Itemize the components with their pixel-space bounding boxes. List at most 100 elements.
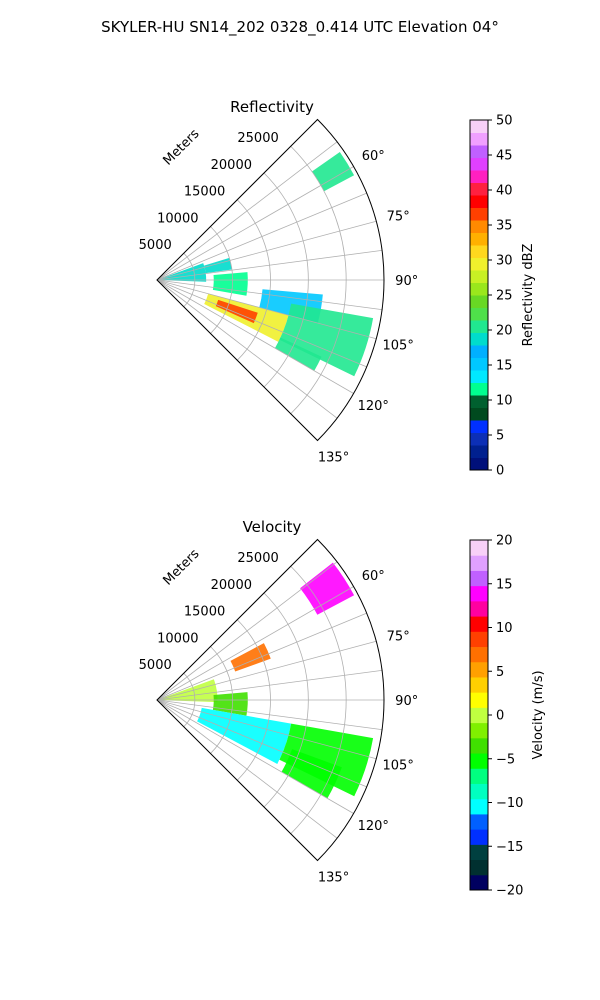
colorbar-swatch	[470, 783, 488, 800]
azimuth-line	[156, 220, 377, 281]
colorbar-swatch	[470, 245, 488, 258]
theta-tick-label: 90°	[395, 274, 418, 289]
colorbar-swatch	[470, 170, 488, 183]
colorbar-tick-label: 20	[496, 324, 513, 339]
azimuth-line	[156, 669, 383, 701]
azimuth-line	[156, 279, 338, 419]
colorbar-swatch	[470, 270, 488, 283]
echo-region	[300, 562, 355, 615]
colorbar-swatch	[470, 432, 488, 446]
colorbar-swatch	[470, 692, 488, 708]
azimuth-line	[156, 699, 338, 839]
azimuth-line	[156, 699, 354, 814]
azimuth-line	[156, 279, 383, 311]
colorbar-tick-label: 50	[496, 114, 513, 129]
azimuth-line	[156, 192, 367, 281]
azimuth-line	[156, 279, 377, 340]
velocity-radial-label: Meters	[161, 546, 203, 588]
colorbar-swatch	[470, 320, 488, 333]
azimuth-line	[156, 586, 354, 701]
range-tick-label: 10000	[157, 631, 198, 646]
azimuth-line	[156, 561, 338, 701]
colorbar-swatch	[470, 145, 488, 158]
azimuth-line	[156, 699, 367, 788]
colorbar-swatch	[470, 829, 488, 845]
theta-tick-label: 135°	[318, 451, 349, 466]
azimuth-line	[156, 279, 367, 368]
colorbar-swatch	[470, 232, 488, 246]
figure-title: SKYLER-HU SN14_202 0328_0.414 UTC Elevat…	[101, 18, 499, 37]
colorbar-swatch	[470, 132, 488, 146]
colorbar-tick-label: −10	[496, 796, 523, 811]
colorbar-tick-label: 30	[496, 254, 513, 269]
range-tick-label: 25000	[237, 131, 278, 146]
colorbar-swatch	[470, 307, 488, 321]
colorbar-swatch	[470, 120, 488, 133]
colorbar-tick-label: 5	[496, 665, 504, 680]
range-tick-label: 5000	[139, 238, 172, 253]
theta-tick-label: 135°	[318, 871, 349, 886]
colorbar-swatch	[470, 631, 488, 648]
azimuth-line	[156, 640, 377, 701]
echo-region	[212, 272, 248, 296]
colorbar-swatch	[470, 600, 488, 617]
echo-region	[274, 337, 322, 371]
colorbar-swatch	[470, 195, 488, 208]
colorbar-swatch	[470, 157, 488, 171]
reflectivity-colorbar-label: Reflectivity dBZ	[521, 244, 536, 347]
echo-region	[311, 151, 355, 192]
colorbar-swatch	[470, 332, 488, 346]
theta-tick-label: 90°	[395, 694, 418, 709]
colorbar-swatch	[470, 616, 488, 632]
reflectivity-radial-label: Meters	[161, 126, 203, 168]
colorbar-tick-label: 10	[496, 621, 513, 636]
colorbar-tick-label: 0	[496, 709, 504, 724]
velocity-panel: Velocity 60° 75° 90° 105° 120° 135° 5000 10000 1…	[139, 518, 546, 899]
colorbar-swatch	[470, 257, 488, 271]
velocity-colorbar: −20 −15 −10 −5 0 5 10 15 20	[469, 534, 523, 899]
velocity-title: Velocity	[243, 518, 302, 536]
colorbar-swatch	[470, 295, 488, 308]
theta-tick-label: 105°	[383, 759, 414, 774]
azimuth-line	[156, 612, 367, 701]
colorbar-swatch	[470, 540, 488, 556]
azimuth-line	[156, 141, 338, 281]
range-tick-label: 10000	[157, 211, 198, 226]
colorbar-swatch	[470, 420, 488, 433]
colorbar-swatch	[470, 646, 488, 663]
colorbar-tick-label: 20	[496, 534, 513, 549]
colorbar-swatch	[470, 182, 488, 196]
colorbar-swatch	[470, 798, 488, 815]
colorbar-swatch	[470, 813, 488, 830]
polar-grid	[156, 119, 384, 441]
colorbar-swatch	[470, 457, 488, 471]
colorbar-swatch	[470, 345, 488, 358]
theta-tick-label: 75°	[387, 629, 410, 644]
reflectivity-title: Reflectivity	[230, 98, 314, 116]
range-tick-label: 20000	[211, 578, 252, 593]
echo-region	[212, 692, 248, 716]
polar-grid	[156, 539, 384, 861]
azimuth-line	[156, 699, 377, 760]
azimuth-line	[156, 279, 354, 394]
colorbar-swatch	[470, 407, 488, 421]
colorbar-swatch	[470, 555, 488, 571]
colorbar-swatch	[470, 220, 488, 233]
theta-tick-label: 75°	[387, 209, 410, 224]
colorbar-tick-label: −5	[496, 752, 515, 767]
colorbar-swatch	[470, 370, 488, 383]
theta-tick-label: 120°	[358, 819, 389, 834]
reflectivity-polar-plot: 60° 75° 90° 105° 120° 135° 5000 10000 15000 20000…	[139, 118, 418, 466]
reflectivity-colorbar: 0 5 10 15 20 25 30 35 40 45 50	[469, 114, 513, 479]
colorbar-swatch	[470, 661, 488, 678]
colorbar-tick-label: 10	[496, 394, 513, 409]
velocity-polar-plot: 60° 75° 90° 105° 120° 135° 5000 10000 15000 20000…	[139, 538, 418, 886]
colorbar-swatch	[470, 585, 488, 602]
colorbar-tick-label: 40	[496, 184, 513, 199]
azimuth-line	[156, 249, 383, 281]
velocity-colorbar-label: Velocity (m/s)	[531, 670, 546, 759]
colorbar-swatch	[470, 357, 488, 371]
colorbar-swatch	[470, 395, 488, 408]
colorbar-tick-label: 15	[496, 359, 513, 374]
colorbar-swatch	[470, 382, 488, 396]
